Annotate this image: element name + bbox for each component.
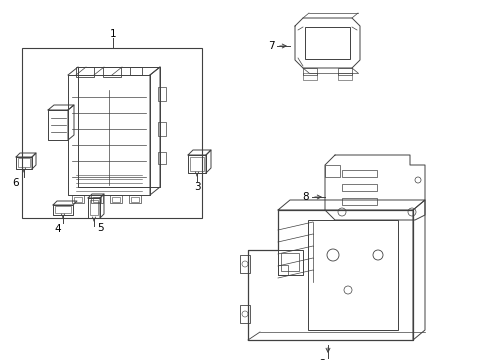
Bar <box>22 48 202 218</box>
Bar <box>131 197 139 202</box>
Bar <box>158 122 165 136</box>
Text: 5: 5 <box>97 223 103 233</box>
Bar <box>305 27 349 59</box>
Text: 8: 8 <box>302 192 309 202</box>
Bar <box>93 197 101 202</box>
Bar <box>303 68 316 75</box>
Bar <box>281 253 298 271</box>
Text: 4: 4 <box>55 224 61 234</box>
Bar <box>303 73 316 80</box>
Bar <box>240 305 249 323</box>
Bar <box>337 68 351 75</box>
Bar <box>76 67 94 77</box>
Bar <box>325 165 339 177</box>
Text: 6: 6 <box>13 178 19 188</box>
Bar <box>130 67 142 75</box>
Text: 3: 3 <box>193 182 200 192</box>
Bar <box>91 195 103 203</box>
Bar <box>103 67 121 77</box>
Text: 2: 2 <box>319 359 325 360</box>
Bar <box>158 152 165 164</box>
Bar <box>307 220 397 330</box>
Bar <box>74 197 82 202</box>
Bar <box>341 170 376 177</box>
Bar <box>278 265 287 275</box>
Bar <box>341 198 376 205</box>
Bar <box>341 184 376 191</box>
Bar <box>90 200 98 215</box>
Bar <box>72 195 84 203</box>
Bar <box>337 73 351 80</box>
Bar <box>55 206 71 213</box>
Bar <box>158 87 165 101</box>
Bar <box>129 195 141 203</box>
Bar <box>110 195 122 203</box>
Bar <box>190 157 203 171</box>
Bar <box>112 197 120 202</box>
Text: 7: 7 <box>267 41 274 51</box>
Bar <box>240 255 249 273</box>
Bar <box>18 158 30 167</box>
Text: 1: 1 <box>109 29 116 39</box>
